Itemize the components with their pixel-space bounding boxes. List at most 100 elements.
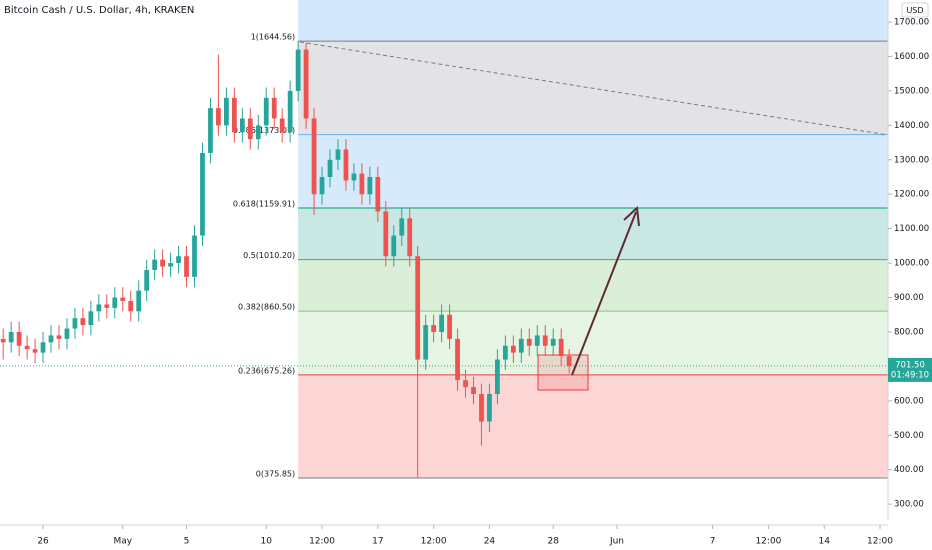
forecast-arrow (571, 205, 640, 376)
candle-body (24, 345, 30, 350)
candle-body (192, 235, 197, 277)
candle-body (216, 108, 221, 126)
candle-body (375, 177, 381, 212)
last-price-badge (888, 357, 932, 382)
fib-label: 0.236(675.26) (238, 366, 295, 375)
candle-body (208, 108, 213, 153)
x-tick-label: 28 (547, 537, 559, 547)
arrow-head (623, 205, 640, 227)
currency: USD (906, 6, 923, 15)
candle-body (112, 297, 118, 308)
x-tick-label: 12:00 (867, 537, 893, 547)
candle-body (80, 318, 86, 326)
fib-label: 0.786(1373.07) (233, 126, 295, 135)
candle-body (479, 393, 484, 422)
x-tick-label: 14 (819, 537, 831, 547)
candle-body (335, 149, 341, 160)
candle-body (550, 338, 556, 346)
candle-body (367, 177, 373, 195)
candle-body (566, 356, 572, 366)
x-tick-label: 7 (710, 537, 716, 547)
y-tick-label: 1500.00 (894, 86, 929, 96)
candle-body (223, 97, 229, 126)
fib-label: 0(375.85) (256, 470, 295, 479)
candle-body (471, 387, 476, 394)
drawings (299, 41, 889, 391)
candle-body (128, 300, 134, 312)
x-tick-label: 12:00 (421, 537, 447, 547)
axes: 300.00400.00500.00600.00700.00800.00900.… (37, 18, 932, 547)
fib-label: 0.382(860.50) (238, 303, 295, 312)
candle-body (176, 256, 181, 264)
y-tick-label: 1000.00 (894, 259, 929, 269)
chart-title: Bitcoin Cash / U.S. Dollar, 4h, KRAKEN (4, 5, 194, 16)
candle-body (431, 325, 437, 332)
candle-body (542, 335, 548, 346)
candle-body (184, 256, 189, 277)
y-tick-label: 1600.00 (894, 52, 929, 62)
candle-body (247, 118, 253, 140)
candle-body (534, 335, 540, 346)
y-tick-label: 300.00 (894, 500, 924, 510)
candle-body (136, 290, 142, 312)
candle-body (152, 259, 158, 270)
candle-body (271, 97, 277, 119)
candle-body (96, 304, 102, 312)
y-tick-label: 1100.00 (894, 224, 929, 234)
candle-body (239, 118, 245, 133)
candle-body (64, 328, 70, 339)
y-tick-label: 1200.00 (894, 190, 929, 200)
currency-badge (901, 2, 929, 18)
candle-body (255, 125, 261, 140)
candle-body (104, 304, 110, 308)
candle-body (231, 97, 237, 133)
fib-label: 0.5(1010.20) (243, 251, 295, 260)
candle-body (415, 256, 421, 360)
candle-body (303, 49, 309, 119)
x-tick-label: Jun (609, 537, 624, 547)
candle-body (463, 380, 468, 388)
candle-body (327, 159, 333, 178)
x-tick-label: 24 (484, 537, 496, 547)
candles (0, 41, 572, 479)
candle-body (72, 318, 78, 329)
candle-body (455, 338, 460, 381)
y-tick-label: 400.00 (894, 465, 924, 475)
x-tick-label: 5 (184, 537, 190, 547)
y-tick-label: 1300.00 (894, 155, 929, 165)
candle-body (168, 263, 173, 267)
y-tick-label: 500.00 (894, 431, 924, 441)
candle-body (423, 325, 429, 360)
candle-body (558, 338, 564, 357)
fib-zone (298, 134, 888, 209)
candle-body (8, 331, 14, 343)
fib-label: 1(1644.56) (251, 33, 295, 42)
candle-body (487, 393, 492, 422)
fib-zone (298, 208, 888, 260)
candle-body (510, 345, 516, 353)
candle-body (502, 345, 508, 360)
y-tick-label: 1700.00 (894, 18, 929, 28)
candle-body (351, 173, 357, 181)
highlight-box (537, 354, 589, 391)
countdown-label: 01:49:10 (891, 370, 929, 380)
y-tick-label: 800.00 (894, 327, 924, 337)
candle-body (526, 338, 532, 346)
x-tick-label: 17 (372, 537, 383, 547)
candle-body (399, 218, 405, 236)
candle-body (56, 335, 62, 339)
x-tick-label: 26 (37, 537, 49, 547)
candle-body (144, 269, 150, 291)
candle-body (16, 331, 22, 346)
candle-body (518, 338, 524, 353)
candle-body (88, 311, 94, 326)
candle-body (263, 97, 269, 126)
candle-body (439, 314, 444, 332)
x-tick-label: 12:00 (309, 537, 335, 547)
x-tick-label: May (113, 537, 132, 547)
candle-body (391, 235, 397, 257)
candle-body (407, 218, 413, 257)
fib-label: 0.618(1159.91) (233, 200, 295, 209)
candle-body (495, 359, 500, 394)
trend-line (299, 41, 889, 136)
